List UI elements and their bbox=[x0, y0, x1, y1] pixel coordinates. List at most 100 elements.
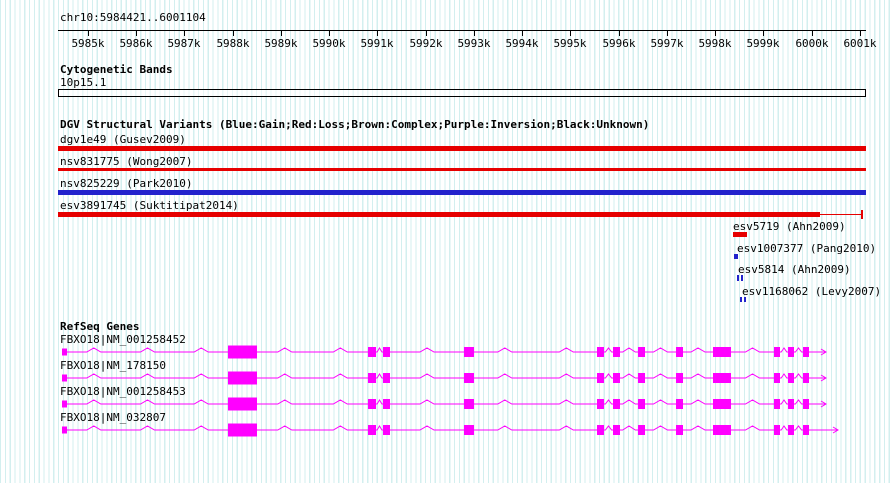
ruler-tick bbox=[136, 30, 137, 36]
gene-exon[interactable] bbox=[613, 373, 620, 383]
variant-glyph-esv3891745[interactable] bbox=[58, 212, 820, 217]
gene-exon[interactable] bbox=[613, 425, 620, 435]
gene-label-NM_178150[interactable]: FBXO18|NM_178150 bbox=[60, 359, 166, 372]
variant-glyph-esv3891745[interactable] bbox=[861, 210, 863, 219]
gene-exon[interactable] bbox=[803, 347, 809, 357]
gene-exon[interactable] bbox=[803, 425, 809, 435]
gene-label-NM_001258453[interactable]: FBXO18|NM_001258453 bbox=[60, 385, 186, 398]
gene-exon[interactable] bbox=[464, 399, 474, 409]
gene-exon[interactable] bbox=[383, 399, 390, 409]
gene-exon[interactable] bbox=[613, 399, 620, 409]
gene-exon[interactable] bbox=[62, 426, 67, 434]
gene-exon[interactable] bbox=[228, 397, 257, 411]
gene-exon[interactable] bbox=[383, 347, 390, 357]
ruler-tick-label: 5993k bbox=[457, 37, 491, 50]
variant-glyph-nsv831775[interactable] bbox=[58, 168, 866, 171]
dgv-section-title: DGV Structural Variants (Blue:Gain;Red:L… bbox=[60, 118, 650, 131]
variant-glyph-esv1168062[interactable] bbox=[740, 297, 742, 302]
gene-exon[interactable] bbox=[62, 400, 67, 408]
gene-model-NM_001258453[interactable] bbox=[0, 394, 890, 414]
gene-exon[interactable] bbox=[368, 347, 376, 357]
variant-label-esv1007377[interactable]: esv1007377 (Pang2010) bbox=[737, 242, 877, 255]
gene-exon[interactable] bbox=[597, 399, 604, 409]
gene-exon[interactable] bbox=[638, 347, 645, 357]
gene-exon[interactable] bbox=[597, 425, 604, 435]
gene-exon[interactable] bbox=[228, 371, 257, 385]
gene-exon[interactable] bbox=[676, 347, 683, 357]
gene-exon[interactable] bbox=[676, 373, 683, 383]
variant-glyph-nsv825229[interactable] bbox=[58, 190, 866, 195]
ruler-tick-label: 5990k bbox=[312, 37, 346, 50]
gene-exon[interactable] bbox=[788, 399, 794, 409]
gene-exon[interactable] bbox=[464, 373, 474, 383]
gene-exon[interactable] bbox=[638, 399, 645, 409]
gene-exon[interactable] bbox=[713, 399, 731, 409]
gene-exon[interactable] bbox=[638, 425, 645, 435]
gene-exon[interactable] bbox=[228, 423, 257, 437]
gene-exon[interactable] bbox=[597, 373, 604, 383]
gene-exon[interactable] bbox=[713, 425, 731, 435]
gene-exon[interactable] bbox=[383, 425, 390, 435]
gene-exon[interactable] bbox=[383, 373, 390, 383]
ruler-tick-label: 5991k bbox=[360, 37, 394, 50]
gene-exon[interactable] bbox=[774, 373, 780, 383]
gene-exon[interactable] bbox=[713, 347, 731, 357]
gene-exon[interactable] bbox=[803, 399, 809, 409]
gene-exon[interactable] bbox=[464, 425, 474, 435]
ruler-tick bbox=[860, 30, 861, 36]
variant-glyph-esv5814[interactable] bbox=[741, 275, 743, 281]
gene-exon[interactable] bbox=[713, 373, 731, 383]
variant-label-esv5719[interactable]: esv5719 (Ahn2009) bbox=[733, 220, 846, 233]
gene-exon[interactable] bbox=[774, 425, 780, 435]
variant-glyph-esv5814[interactable] bbox=[737, 275, 739, 281]
gene-exon[interactable] bbox=[788, 347, 794, 357]
gene-exon[interactable] bbox=[613, 347, 620, 357]
gene-exon[interactable] bbox=[464, 347, 474, 357]
variant-glyph-esv5719[interactable] bbox=[733, 232, 747, 237]
gene-exon[interactable] bbox=[368, 399, 376, 409]
gene-label-NM_032807[interactable]: FBXO18|NM_032807 bbox=[60, 411, 166, 424]
variant-label-nsv825229[interactable]: nsv825229 (Park2010) bbox=[60, 177, 193, 190]
cytoband-section-title: Cytogenetic Bands bbox=[60, 63, 173, 76]
variant-glyph-esv1168062[interactable] bbox=[744, 297, 746, 302]
gene-exon[interactable] bbox=[368, 425, 376, 435]
gene-exon[interactable] bbox=[597, 347, 604, 357]
gene-exon[interactable] bbox=[803, 373, 809, 383]
variant-label-dgv1e49[interactable]: dgv1e49 (Gusev2009) bbox=[60, 133, 186, 146]
region-coordinates: chr10:5984421..6001104 bbox=[60, 11, 206, 24]
variant-label-esv3891745[interactable]: esv3891745 (Suktitipat2014) bbox=[60, 199, 239, 212]
ruler-tick-label: 5994k bbox=[505, 37, 539, 50]
gene-label-NM_001258452[interactable]: FBXO18|NM_001258452 bbox=[60, 333, 186, 346]
variant-label-nsv831775[interactable]: nsv831775 (Wong2007) bbox=[60, 155, 193, 168]
ruler-tick bbox=[667, 30, 668, 36]
gene-exon[interactable] bbox=[774, 399, 780, 409]
cytoband-box bbox=[58, 89, 866, 97]
gene-model-NM_001258452[interactable] bbox=[0, 342, 890, 362]
gene-exon[interactable] bbox=[788, 373, 794, 383]
gene-exon[interactable] bbox=[62, 374, 67, 382]
gene-model-NM_032807[interactable] bbox=[0, 420, 890, 440]
gene-exon[interactable] bbox=[368, 373, 376, 383]
refseq-section-title: RefSeq Genes bbox=[60, 320, 140, 333]
ruler-tick bbox=[570, 30, 571, 36]
ruler-tick-label: 5992k bbox=[409, 37, 443, 50]
gene-intron-line bbox=[67, 373, 827, 382]
gene-exon[interactable] bbox=[774, 347, 780, 357]
gene-exon[interactable] bbox=[788, 425, 794, 435]
ruler-tick-label: 5999k bbox=[746, 37, 780, 50]
variant-label-esv5814[interactable]: esv5814 (Ahn2009) bbox=[738, 263, 851, 276]
gene-exon[interactable] bbox=[676, 425, 683, 435]
gene-exon[interactable] bbox=[62, 348, 67, 356]
gene-model-NM_178150[interactable] bbox=[0, 368, 890, 388]
variant-glyph-esv3891745[interactable] bbox=[820, 214, 861, 215]
ruler-tick bbox=[184, 30, 185, 36]
variant-label-esv1168062[interactable]: esv1168062 (Levy2007) bbox=[742, 285, 882, 298]
gene-intron-line bbox=[67, 425, 839, 434]
ruler-tick-label: 6001k bbox=[843, 37, 877, 50]
gene-exon[interactable] bbox=[638, 373, 645, 383]
ruler-tick bbox=[281, 30, 282, 36]
variant-glyph-esv1007377[interactable] bbox=[734, 254, 738, 259]
variant-glyph-dgv1e49[interactable] bbox=[58, 146, 866, 151]
gene-exon[interactable] bbox=[676, 399, 683, 409]
gene-exon[interactable] bbox=[228, 345, 257, 359]
